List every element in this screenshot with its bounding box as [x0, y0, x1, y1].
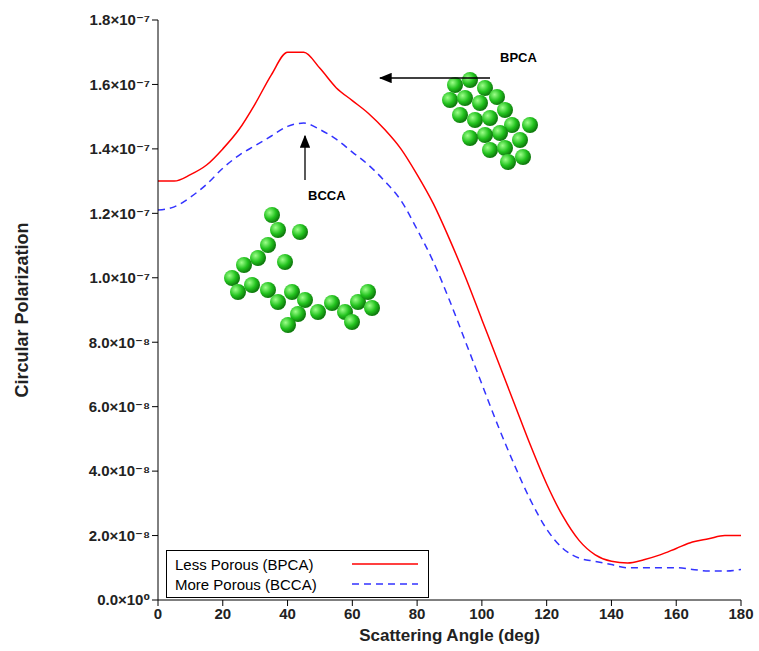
svg-text:80: 80	[409, 605, 426, 622]
html-text:More Porous (BCCA): More Porous (BCCA)	[175, 575, 317, 593]
svg-text:1.0×10⁻⁷: 1.0×10⁻⁷	[90, 269, 150, 286]
svg-text:180: 180	[728, 605, 753, 622]
svg-text:40: 40	[279, 605, 296, 622]
svg-text:160: 160	[664, 605, 689, 622]
svg-text:Scattering Angle (deg): Scattering Angle (deg)	[359, 626, 540, 645]
html-text:Less Porous (BPCA): Less Porous (BPCA)	[175, 555, 314, 573]
svg-text:1.8×10⁻⁷: 1.8×10⁻⁷	[90, 11, 150, 28]
svg-text:100: 100	[469, 605, 494, 622]
svg-text:BCCA: BCCA	[308, 188, 346, 203]
svg-text:140: 140	[599, 605, 624, 622]
svg-text:8.0×10⁻⁸: 8.0×10⁻⁸	[89, 334, 150, 351]
svg-text:BPCA: BPCA	[500, 50, 537, 65]
svg-text:20: 20	[214, 605, 231, 622]
svg-text:120: 120	[534, 605, 559, 622]
svg-text:1.4×10⁻⁷: 1.4×10⁻⁷	[90, 140, 150, 157]
svg-text:0.0×10⁰: 0.0×10⁰	[97, 591, 150, 608]
svg-text:2.0×10⁻⁸: 2.0×10⁻⁸	[89, 527, 150, 544]
svg-text:1.6×10⁻⁷: 1.6×10⁻⁷	[90, 76, 150, 93]
svg-text:4.0×10⁻⁸: 4.0×10⁻⁸	[89, 462, 150, 479]
svg-text:6.0×10⁻⁸: 6.0×10⁻⁸	[89, 398, 150, 415]
svg-text:60: 60	[344, 605, 361, 622]
svg-text:1.2×10⁻⁷: 1.2×10⁻⁷	[90, 205, 150, 222]
svg-text:Circular Polarization: Circular Polarization	[12, 222, 32, 397]
svg-text:0: 0	[154, 605, 162, 622]
